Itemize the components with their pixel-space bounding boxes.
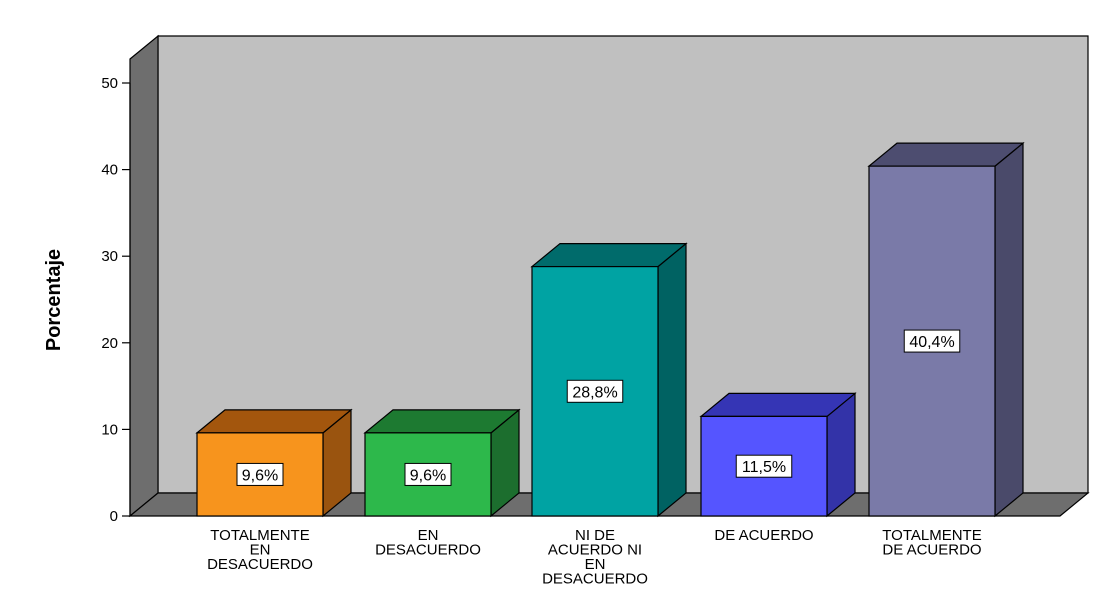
- x-tick-label-line: ACUERDO NI: [548, 542, 642, 559]
- data-label: 28,8%: [572, 384, 617, 401]
- x-tick-label-line: TOTALMENTE: [882, 527, 981, 544]
- x-tick-label: DE ACUERDO: [714, 527, 813, 544]
- x-tick-label-line: EN: [585, 556, 606, 573]
- data-label-box: [566, 379, 624, 403]
- x-tick-label-line: DESACUERDO: [207, 556, 313, 573]
- bar-top: [363, 409, 521, 434]
- x-tick-label-line: NI DE: [575, 527, 615, 544]
- x-tick-label-line: DE ACUERDO: [714, 527, 813, 544]
- data-label-box: [404, 462, 452, 486]
- bar-top: [530, 242, 688, 268]
- data-label-box: [735, 454, 793, 478]
- bar-top: [867, 142, 1025, 167]
- x-tick-label-line: DESACUERDO: [542, 571, 648, 588]
- data-label: 9,6%: [242, 467, 278, 484]
- y-tick-label: 30: [101, 248, 118, 265]
- data-label: 9,6%: [410, 467, 446, 484]
- data-label-box: [903, 329, 961, 353]
- y-axis: 0 10 20 30 40 50: [101, 75, 131, 525]
- bar-side: [994, 141, 1024, 518]
- x-tick-label: TOTALMENTE DE ACUERDO: [882, 527, 981, 559]
- bar-5: 40,4%: [867, 141, 1025, 518]
- data-label-box: [236, 462, 284, 486]
- bars: 9,6% 9,6% 28,8% 11,5% 40,4%: [195, 141, 1025, 518]
- bar-3: 28,8%: [530, 242, 688, 518]
- bar-2: 9,6%: [363, 408, 521, 518]
- x-tick-label-line: TOTALMENTE: [210, 527, 309, 544]
- y-tick-label: 20: [101, 335, 118, 352]
- x-tick-label-line: EN: [250, 542, 271, 559]
- left-wall: [129, 34, 159, 518]
- x-tick-label-line: EN: [418, 527, 439, 544]
- x-tick-label: TOTALMENTE EN DESACUERDO: [207, 527, 313, 573]
- y-tick-label: 10: [101, 421, 118, 438]
- y-axis-label: Porcentaje: [43, 249, 65, 351]
- y-tick-label: 0: [110, 508, 118, 525]
- x-tick-label: EN DESACUERDO: [375, 527, 481, 559]
- bar-side: [657, 242, 687, 518]
- x-tick-label-line: DE ACUERDO: [882, 542, 981, 559]
- data-label: 11,5%: [742, 459, 786, 476]
- y-tick-label: 40: [101, 162, 118, 179]
- y-tick-label: 50: [101, 75, 118, 92]
- bar-top: [195, 409, 353, 434]
- bar-4: 11,5%: [699, 392, 857, 518]
- x-tick-label-line: DESACUERDO: [375, 542, 481, 559]
- data-label: 40,4%: [909, 334, 954, 351]
- x-tick-label: NI DE ACUERDO NI EN DESACUERDO: [542, 527, 648, 588]
- bar-1: 9,6%: [195, 408, 353, 518]
- bar-top: [699, 392, 857, 418]
